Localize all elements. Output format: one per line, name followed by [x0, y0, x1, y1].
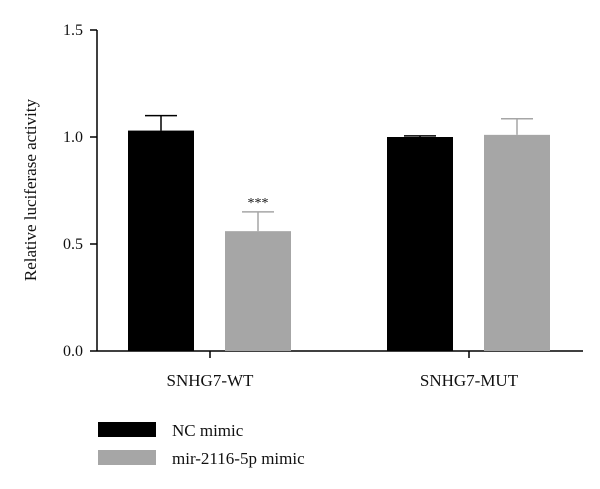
- x-tick-label: SNHG7-WT: [167, 371, 254, 390]
- x-tick-label: SNHG7-MUT: [420, 371, 519, 390]
- legend-swatch: [98, 450, 156, 465]
- annotations: ***: [248, 196, 269, 211]
- y-tick-label: 1.0: [63, 129, 83, 146]
- bar: [128, 130, 194, 351]
- x-ticks: SNHG7-WT SNHG7-MUT: [167, 351, 519, 390]
- legend-label: NC mimic: [172, 421, 244, 440]
- bars: [128, 114, 550, 351]
- y-axis-label: Relative luciferase activity: [21, 98, 40, 281]
- y-tick-label: 1.5: [63, 22, 83, 39]
- legend: NC mimic mir-2116-5p mimic: [98, 421, 305, 468]
- bar: [484, 134, 550, 351]
- significance-label: ***: [248, 196, 269, 211]
- y-tick-label: 0.5: [63, 236, 83, 253]
- y-ticks: 0.0 0.5 1.0 1.5: [63, 22, 97, 360]
- bar: [225, 231, 291, 351]
- bar: [387, 137, 453, 351]
- legend-swatch: [98, 422, 156, 437]
- y-tick-label: 0.0: [63, 343, 83, 360]
- legend-label: mir-2116-5p mimic: [172, 449, 305, 468]
